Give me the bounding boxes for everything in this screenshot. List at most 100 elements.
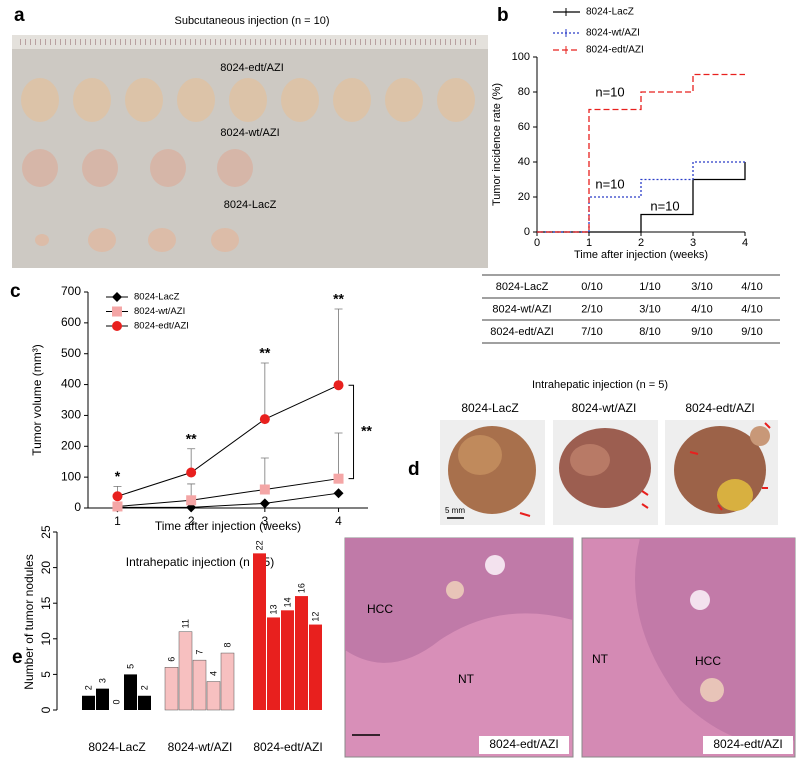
legend-marker	[112, 306, 122, 317]
photo-label: 8024-edt/AZI	[220, 62, 284, 74]
histology-f	[344, 537, 796, 758]
value-label: 14	[282, 597, 292, 607]
value-label: 2	[139, 685, 149, 690]
bar	[220, 652, 235, 711]
y-tick-label: 20	[518, 191, 530, 203]
image-caption: 8024-edt/AZI	[713, 737, 782, 751]
y-axis-label: Tumor incidence rate (%)	[491, 83, 503, 206]
y-tick-label: 600	[61, 315, 81, 329]
tumor	[229, 78, 267, 122]
tumor	[148, 228, 176, 252]
marker	[112, 501, 123, 512]
value-label: 22	[254, 540, 264, 550]
chart-title: Intrahepatic injection (n = 5)	[126, 555, 274, 569]
y-tick-label: 15	[39, 596, 53, 610]
tumor	[88, 228, 116, 252]
y-tick-label: 20	[39, 561, 53, 575]
caption-box	[479, 736, 569, 754]
legend-label: 8024-edt/AZI	[134, 321, 189, 332]
table-cell: 3/10	[639, 303, 660, 315]
bar	[253, 553, 266, 710]
legend-label: 8024-edt/AZI	[586, 45, 644, 56]
bar	[82, 695, 95, 710]
value-label: 11	[180, 619, 190, 628]
marker	[259, 498, 270, 509]
bar	[96, 688, 109, 710]
bar	[281, 610, 294, 710]
tumor	[150, 149, 186, 187]
legend-marker	[112, 292, 122, 302]
legend-label: 8024-LacZ	[134, 292, 180, 303]
table-cell: 8/10	[639, 326, 660, 338]
annotation: **	[333, 291, 344, 307]
photo-label: 8024-edt/AZI	[685, 401, 754, 415]
y-axis-label: Tumor volume (mm³)	[30, 344, 44, 456]
x-tick-label: 1	[586, 237, 592, 249]
series-line	[117, 492, 339, 508]
photo-label: 8024-LacZ	[461, 401, 518, 415]
tumor	[177, 78, 215, 122]
annotation: n=10	[595, 84, 624, 99]
error-bar	[260, 362, 269, 420]
y-tick-label: 0	[39, 706, 53, 713]
y-tick-label: 5	[39, 671, 53, 678]
tissue-label: HCC	[367, 602, 393, 616]
y-tick-label: 25	[39, 525, 53, 539]
table-cell: 8024-LacZ	[496, 281, 549, 293]
tumor	[21, 78, 59, 122]
y-tick-label: 60	[518, 121, 530, 133]
table-cell: 4/10	[691, 303, 712, 315]
y-tick-label: 10	[39, 632, 53, 646]
step-line	[537, 162, 746, 233]
bar	[124, 674, 137, 710]
x-tick-label: 3	[261, 514, 268, 528]
y-tick-label: 100	[512, 51, 530, 63]
y-tick-label: 0	[524, 226, 530, 238]
x-tick-label: 2	[188, 514, 195, 528]
tissue-label: NT	[592, 652, 609, 666]
group-label: 8024-wt/AZI	[168, 740, 233, 754]
legend-label: 8024-LacZ	[586, 7, 634, 18]
legend-marker	[112, 321, 122, 331]
x-tick-label: 2	[638, 237, 644, 249]
error-bar	[260, 457, 269, 490]
value-label: 13	[268, 604, 278, 614]
bar	[192, 659, 207, 711]
tumor	[125, 78, 163, 122]
y-tick-label: 200	[61, 438, 81, 452]
value-label: 4	[208, 671, 218, 676]
y-tick-label: 700	[61, 284, 81, 298]
y-tick-label: 100	[61, 469, 81, 483]
y-tick-label: 0	[74, 500, 81, 514]
tumor	[211, 228, 239, 252]
photo-label: 8024-wt/AZI	[572, 401, 637, 415]
panel-letter: c	[10, 281, 21, 302]
tumor	[35, 234, 49, 246]
table-cell: 4/10	[741, 281, 762, 293]
annotation: n=10	[650, 198, 679, 213]
bar	[295, 596, 308, 710]
y-tick-label: 80	[518, 86, 530, 98]
error-bar	[334, 308, 343, 386]
bracket	[348, 384, 355, 480]
value-label: 5	[125, 664, 135, 669]
photo-label: 8024-LacZ	[224, 199, 277, 211]
bar	[178, 631, 193, 711]
value-label: 7	[194, 650, 204, 655]
annotation: **	[186, 430, 197, 446]
error-bar	[334, 432, 343, 479]
value-label: 2	[83, 685, 93, 690]
value-label: 0	[111, 699, 121, 704]
x-axis-label: Time after injection (weeks)	[574, 249, 708, 261]
panel-letter: d	[408, 459, 420, 480]
table-cell: 0/10	[581, 281, 602, 293]
value-label: 8	[222, 643, 232, 648]
series-line	[117, 478, 339, 507]
panel-letter: e	[12, 647, 23, 668]
tumor	[82, 149, 118, 187]
table-cell: 1/10	[639, 281, 660, 293]
table-cell: 8024-wt/AZI	[492, 303, 551, 315]
table-cell: 8024-edt/AZI	[490, 326, 554, 338]
marker	[186, 495, 197, 506]
